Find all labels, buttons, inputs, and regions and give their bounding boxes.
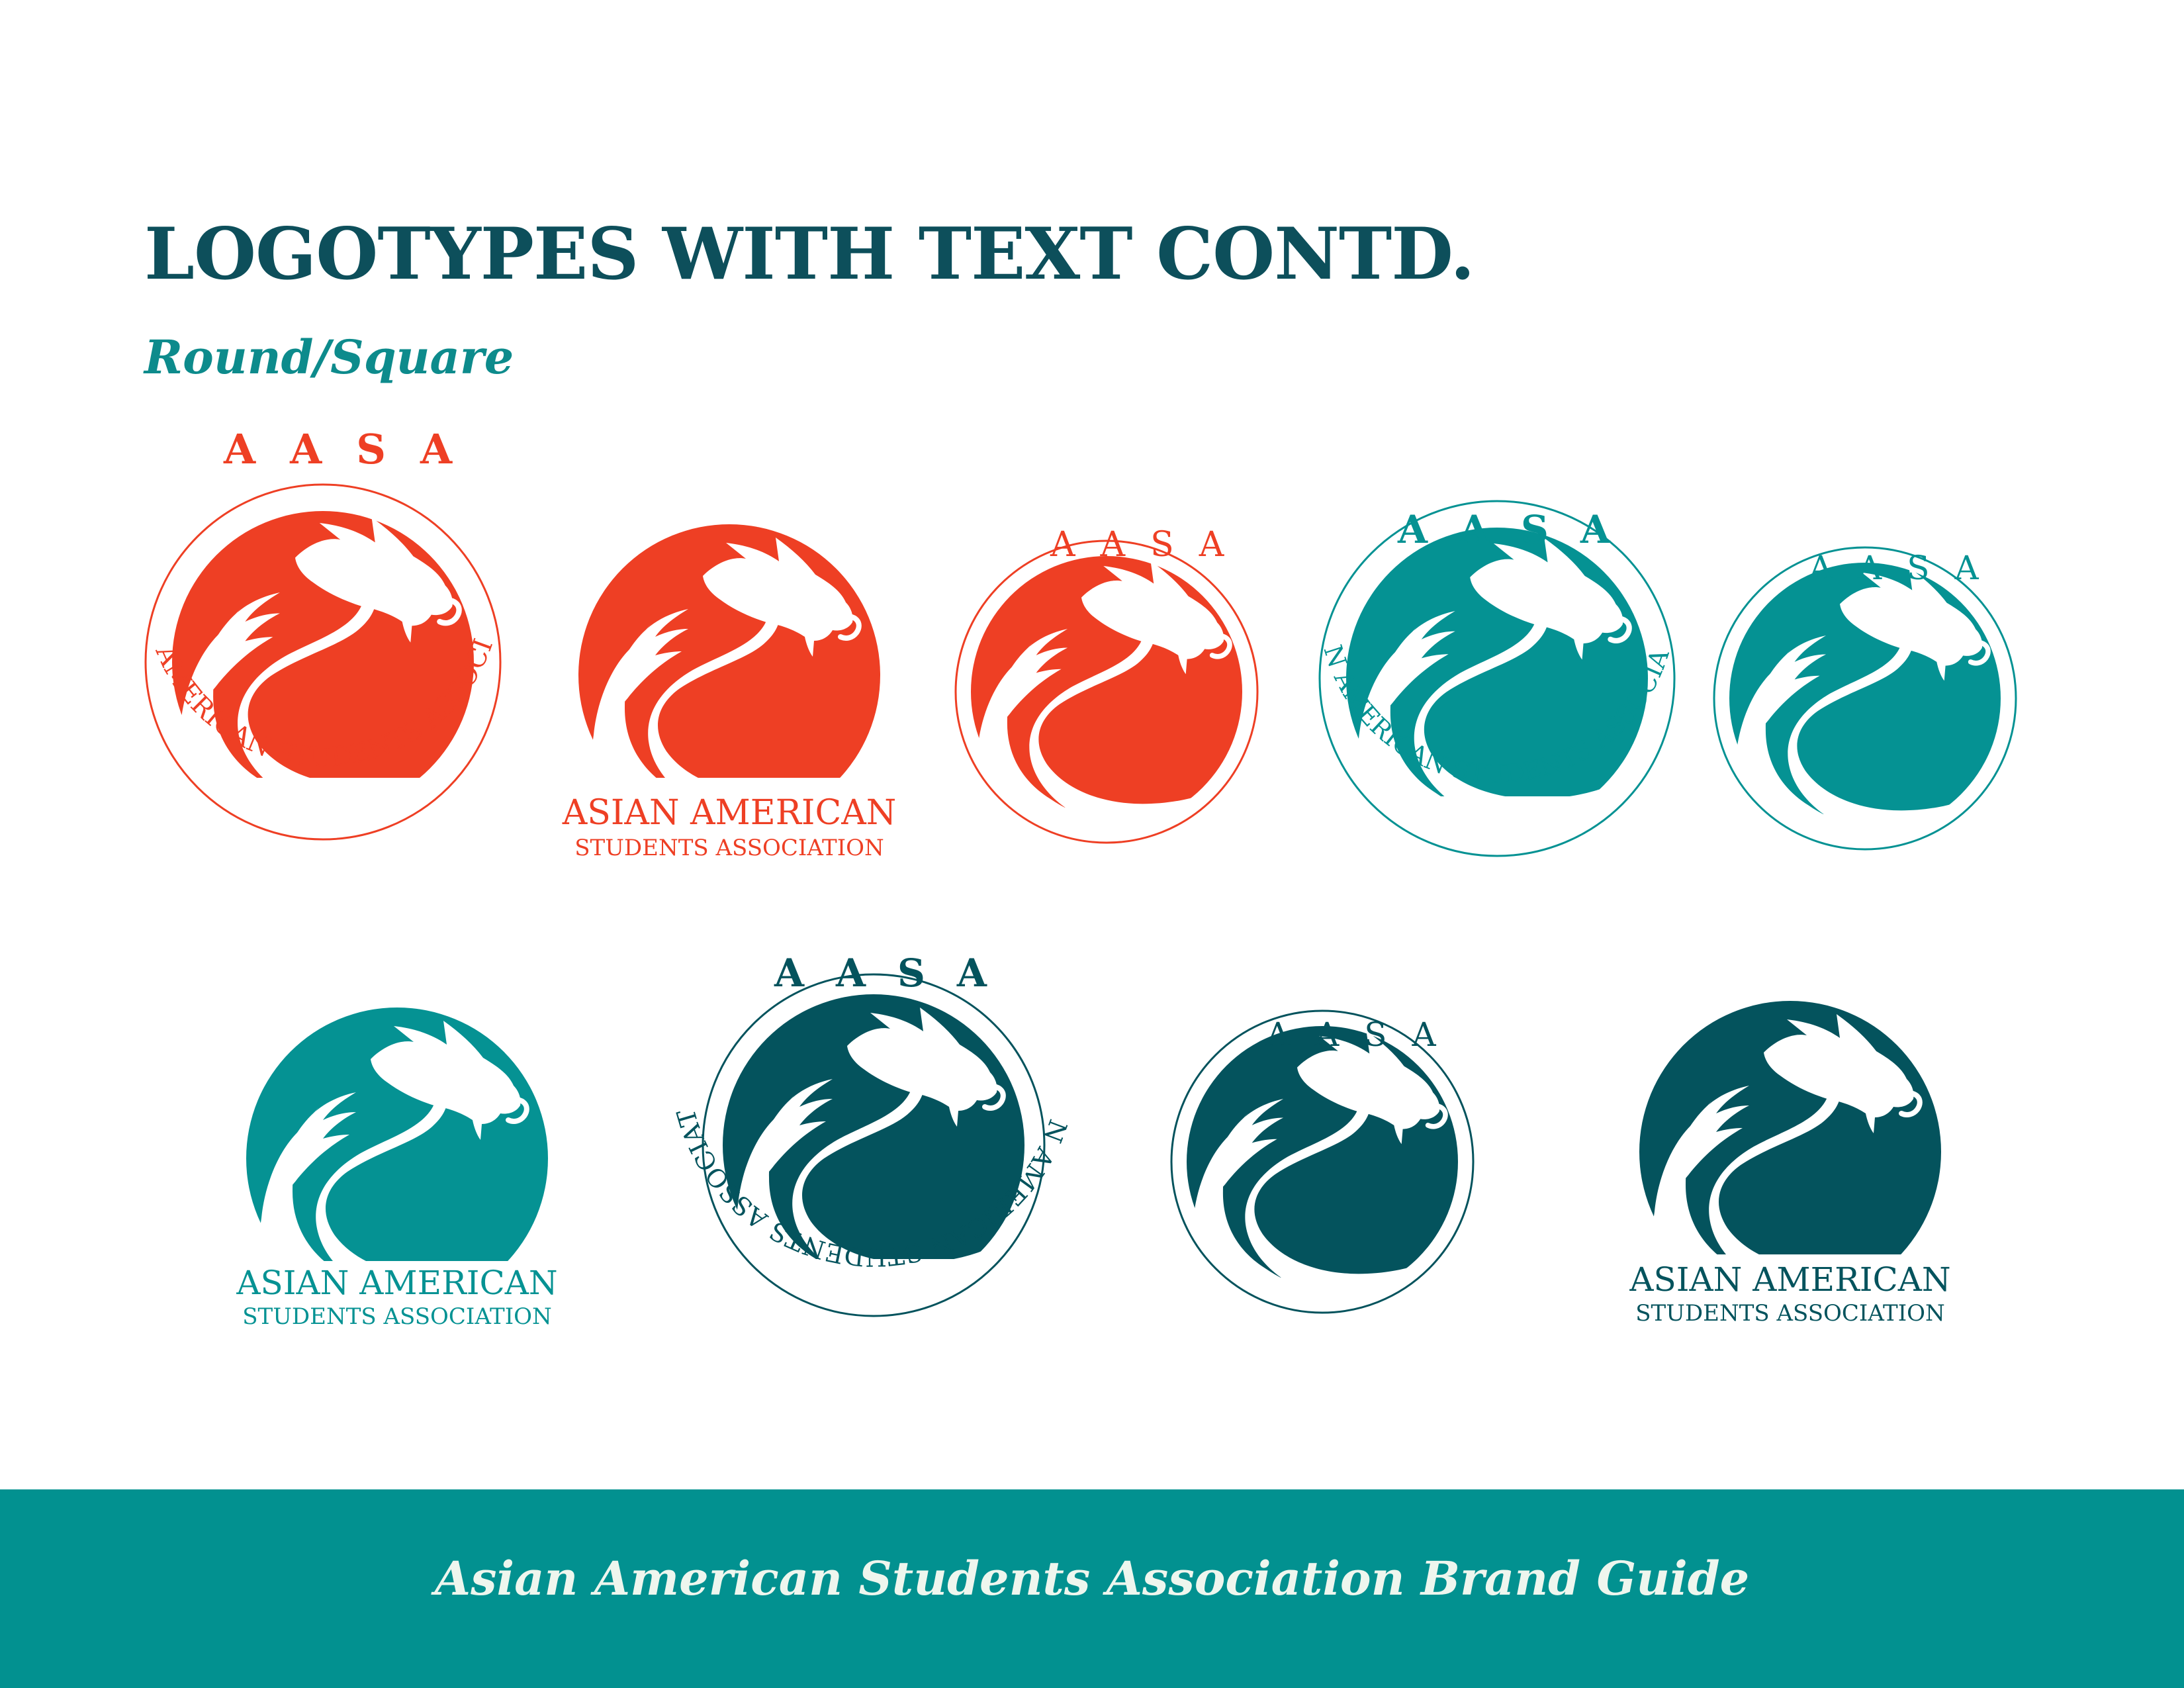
- logo-dark-arched-text: AASA ASIAN AMERICAN STUDENTS ASSOCIATION: [671, 951, 1073, 1344]
- acronym-text: AASA: [223, 425, 486, 473]
- name-line1: ASIAN AMERICAN: [562, 793, 897, 833]
- logo-dark-name-below: ASIAN AMERICAN STUDENTS ASSOCIATION: [1629, 1001, 1951, 1350]
- acronym-text: AASA: [1397, 507, 1642, 552]
- name-line2: STUDENTS ASSOCIATION: [242, 1303, 552, 1330]
- name-line1: ASIAN AMERICAN: [1629, 1260, 1950, 1299]
- footer-band: [0, 1489, 2184, 1688]
- logo-red-name-below: ASIAN AMERICAN STUDENTS ASSOCIATION: [562, 524, 897, 874]
- acronym-text: AASA: [1050, 525, 1249, 565]
- logo-red-arched-text: AASA ASIAN AMERICAN STUDENTS ASSOCIATION: [144, 425, 502, 870]
- logo-red-ring: AASA: [954, 525, 1259, 880]
- name-line1: ASIAN AMERICAN: [236, 1264, 557, 1302]
- acronym-text: AASA: [1808, 549, 2004, 587]
- logo-teal-name-below: ASIAN AMERICAN STUDENTS ASSOCIATION: [236, 1008, 558, 1357]
- page-subtitle: Round/Square: [144, 330, 514, 385]
- page-title: LOGOTYPES WITH TEXT CONTD.: [144, 212, 1475, 296]
- logo-variations: AASA ASIAN AMERICAN STUDENTS ASSOCIATION…: [144, 425, 2017, 1456]
- acronym-text: AASA: [1265, 1015, 1461, 1054]
- footer-text: Asian American Students Association Bran…: [434, 1551, 1750, 1606]
- acronym-text: AASA: [774, 951, 1019, 996]
- logo-teal-ring: AASA: [1713, 546, 2017, 887]
- name-line2: STUDENTS ASSOCIATION: [574, 835, 884, 861]
- name-line2: STUDENTS ASSOCIATION: [1635, 1300, 1945, 1327]
- logo-dark-ring: AASA: [1170, 1009, 1475, 1350]
- logo-teal-arched-text: AASA ASIAN AMERICAN STUDENTS ASSOCIATION: [1318, 500, 1676, 881]
